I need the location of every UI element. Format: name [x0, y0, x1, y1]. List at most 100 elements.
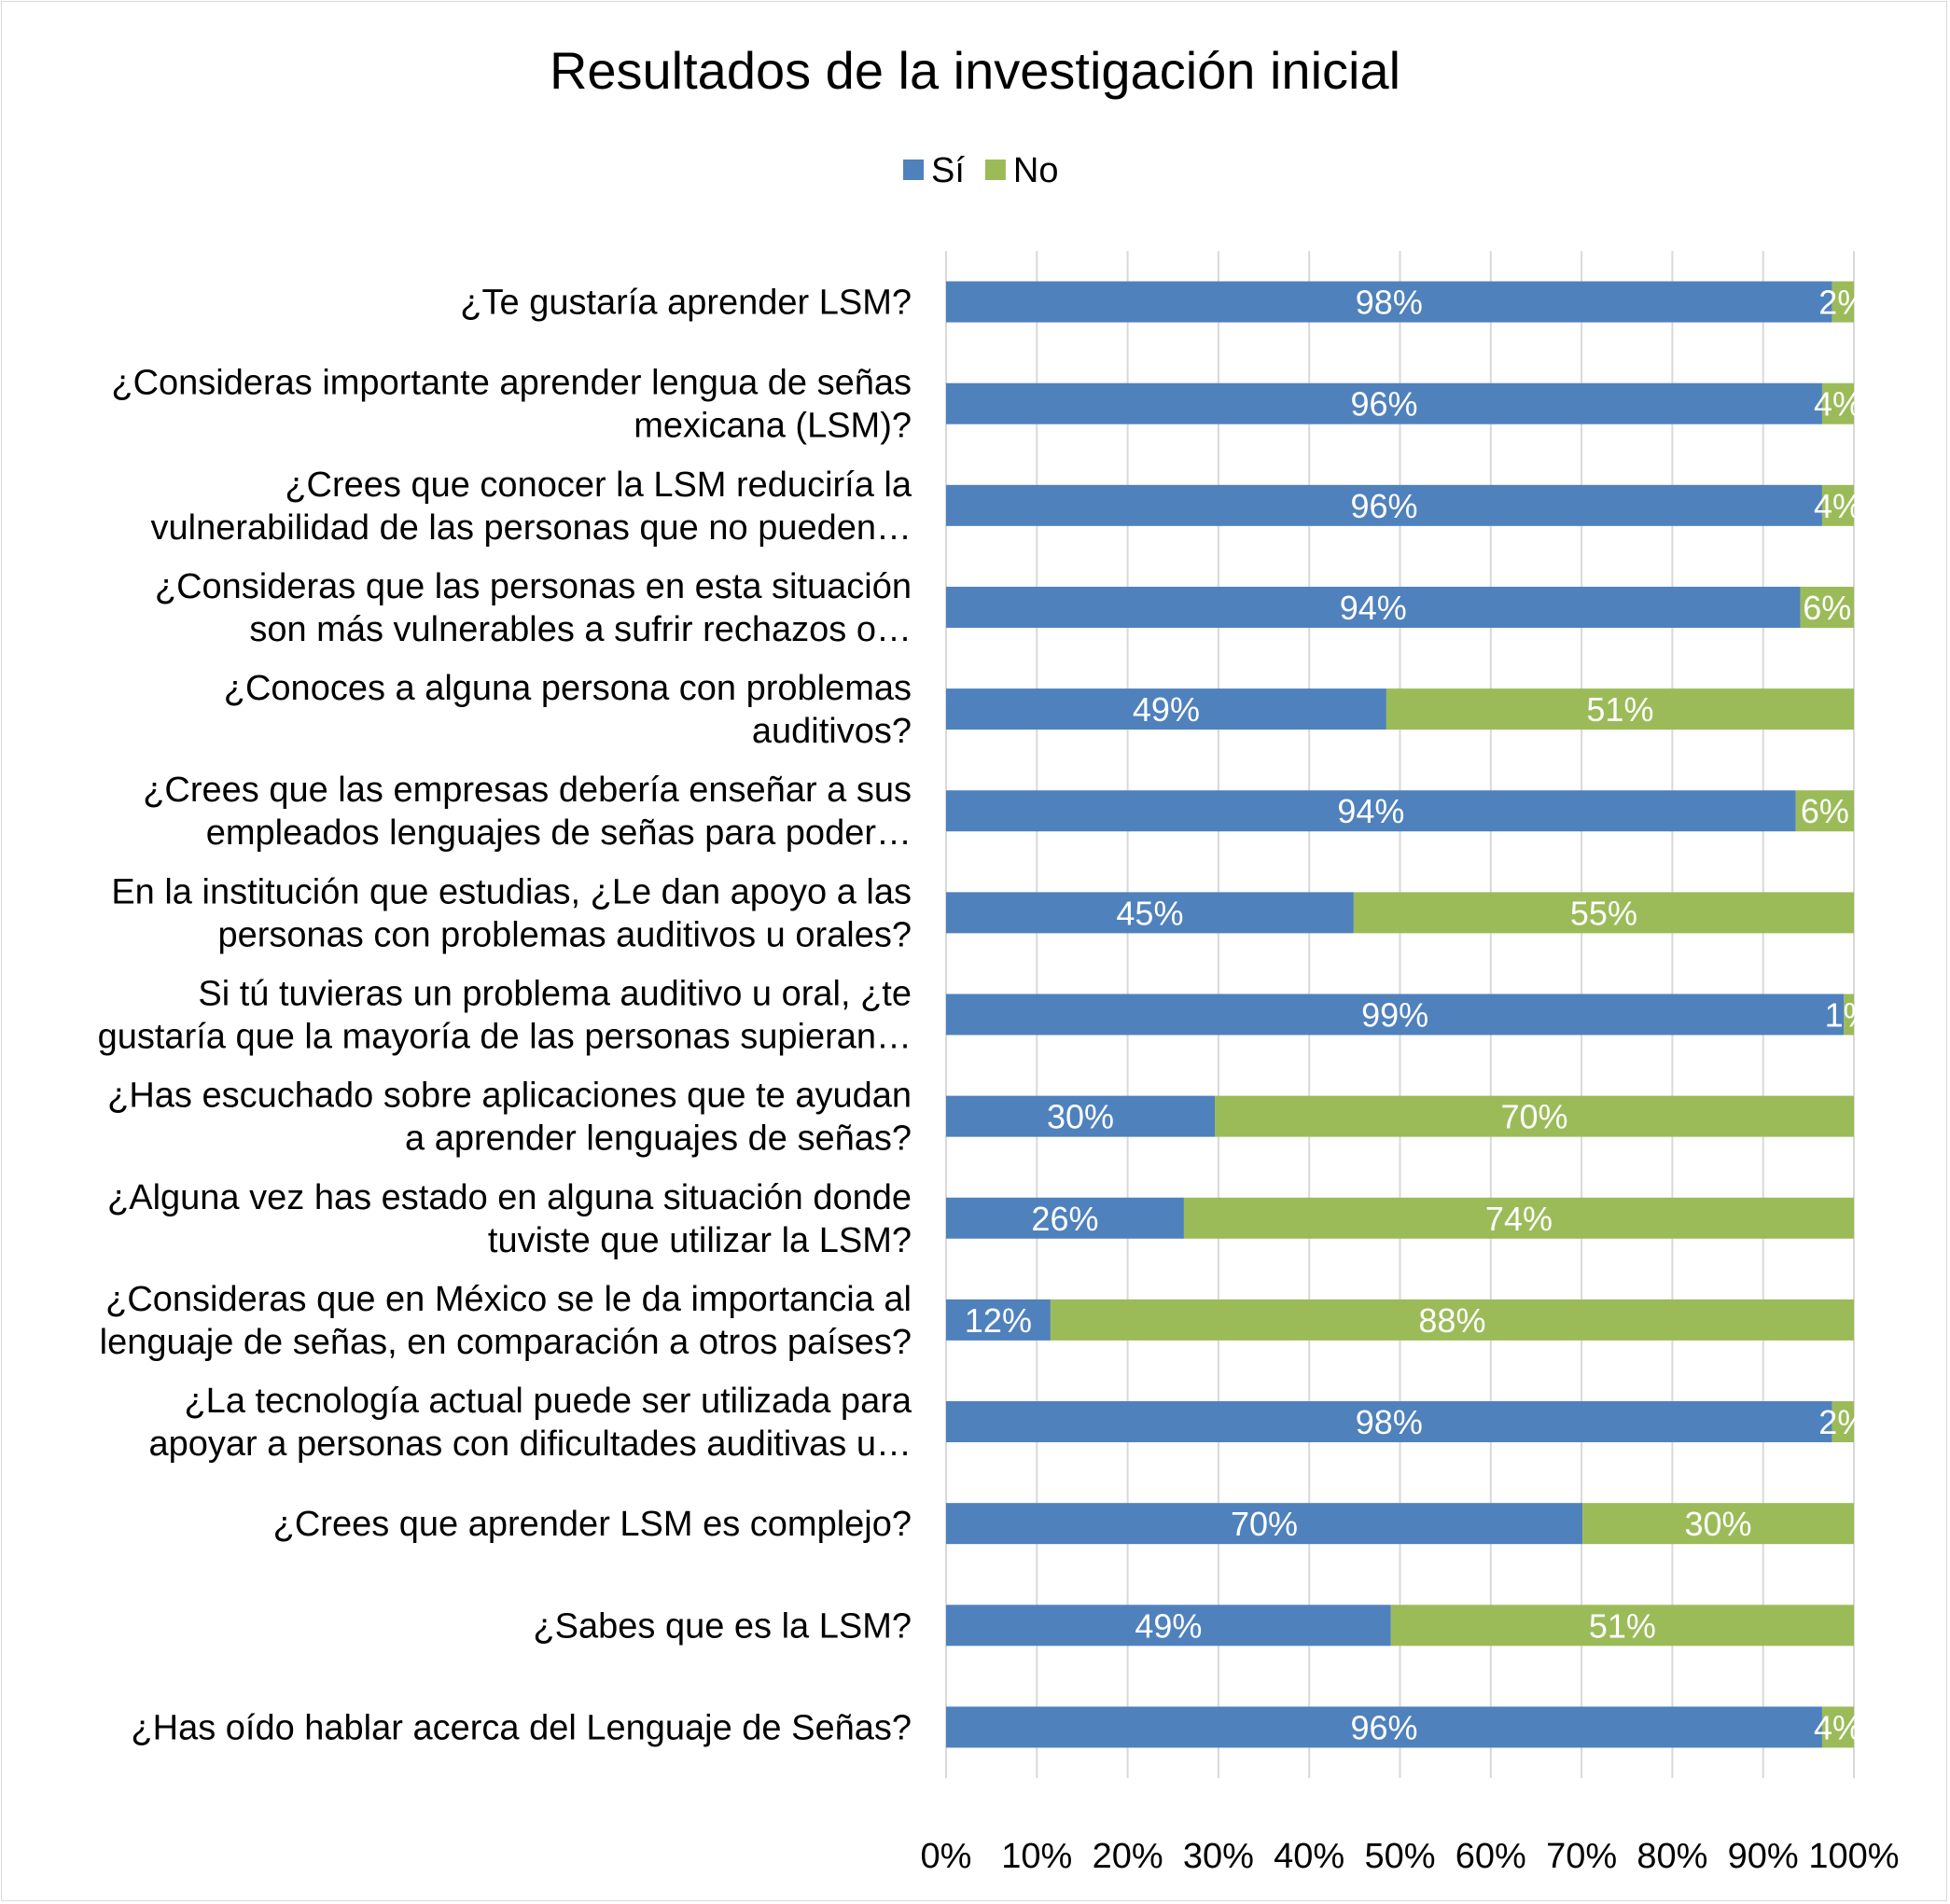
bar-si — [946, 790, 1796, 832]
category-label: ¿Consideras que las personas en esta sit… — [155, 567, 912, 649]
category-label-line: empleados lenguajes de señas para poder… — [206, 813, 912, 853]
bar-si — [946, 994, 1845, 1035]
data-label: 45% — [1116, 894, 1183, 932]
bar-no — [1832, 281, 1854, 323]
bar-no — [1844, 994, 1854, 1035]
data-label: 51% — [1586, 690, 1653, 729]
x-tick-label: 20% — [1093, 1837, 1163, 1876]
x-tick-label: 50% — [1364, 1837, 1435, 1876]
data-label: 51% — [1589, 1606, 1656, 1645]
data-label: 70% — [1500, 1098, 1567, 1136]
data-label: 96% — [1350, 1708, 1417, 1746]
category-label-line: gustaría que la mayoría de las personas … — [98, 1018, 912, 1057]
category-label: Si tú tuvieras un problema auditivo u or… — [98, 975, 912, 1057]
category-label-line: En la institución que estudias, ¿Le dan … — [111, 872, 912, 911]
data-label: 30% — [1047, 1098, 1114, 1136]
data-label: 2% — [1818, 284, 1867, 322]
data-label: 4% — [1814, 385, 1862, 424]
category-label-line: ¿Consideras que en México se le da impor… — [105, 1280, 912, 1319]
x-tick-label: 0% — [921, 1837, 972, 1876]
bar-si — [946, 1401, 1832, 1443]
bar-no — [1353, 892, 1854, 934]
data-label: 98% — [1356, 284, 1423, 322]
category-label-line: ¿Conoces a alguna persona con problemas — [224, 669, 912, 708]
bar-no — [1390, 1605, 1854, 1647]
category-label-line: ¿Has oído hablar acerca del Lenguaje de … — [131, 1708, 912, 1747]
category-label-line: tuviste que utilizar la LSM? — [488, 1221, 912, 1260]
x-tick-label: 10% — [1001, 1837, 1072, 1876]
data-label: 70% — [1231, 1505, 1298, 1543]
bar-si — [946, 382, 1822, 424]
data-label: 96% — [1350, 487, 1417, 525]
category-label: ¿Alguna vez has estado en alguna situaci… — [107, 1178, 912, 1260]
x-tick-label: 80% — [1637, 1837, 1707, 1876]
bar-si — [946, 688, 1386, 730]
data-label: 4% — [1814, 1708, 1862, 1746]
legend-label-si: Sí — [931, 151, 965, 190]
data-label: 74% — [1485, 1200, 1553, 1238]
data-label: 12% — [965, 1301, 1032, 1340]
category-label-line: ¿La tecnología actual puede ser utilizad… — [184, 1382, 912, 1421]
category-label-line: ¿Has escuchado sobre aplicaciones que te… — [107, 1077, 912, 1116]
category-label-line: ¿Crees que conocer la LSM reduciría la — [285, 466, 912, 505]
category-label-line: ¿Consideras que las personas en esta sit… — [155, 567, 912, 606]
data-label: 55% — [1570, 894, 1637, 932]
bar-si — [946, 892, 1354, 934]
data-label: 1% — [1825, 996, 1873, 1035]
bars — [946, 281, 1854, 1748]
bar-no — [1582, 1503, 1854, 1545]
x-tick-label: 70% — [1546, 1837, 1617, 1876]
bar-si — [946, 281, 1832, 323]
category-label: ¿Crees que aprender LSM es complejo? — [273, 1505, 912, 1544]
category-label-line: vulnerabilidad de las personas que no pu… — [151, 508, 912, 548]
category-labels: ¿Te gustaría aprender LSM? ¿Consideras im… — [98, 284, 912, 1748]
x-tick-label: 100% — [1808, 1837, 1899, 1876]
bar-no — [1832, 1401, 1854, 1443]
category-label: ¿Has oído hablar acerca del Lenguaje de … — [131, 1708, 912, 1747]
category-label: ¿Crees que conocer la LSM reduciría la vu… — [151, 466, 912, 548]
category-label-line: lenguaje de señas, en comparación a otro… — [100, 1323, 912, 1362]
bar-no — [1050, 1299, 1854, 1341]
bar-no — [1215, 1095, 1854, 1137]
category-label-line: son más vulnerables a sufrir rechazos o… — [249, 610, 912, 649]
bar-si — [946, 1197, 1184, 1239]
category-label-line: ¿Consideras importante aprender lengua d… — [111, 364, 912, 403]
category-label-line: personas con problemas auditivos u orale… — [217, 915, 912, 954]
legend-swatch-si — [903, 160, 924, 180]
category-label-line: ¿Sabes que es la LSM? — [533, 1606, 912, 1646]
bar-si — [946, 1299, 1051, 1341]
legend: Sí No — [903, 151, 1058, 190]
category-label: ¿Consideras importante aprender lengua d… — [111, 364, 912, 446]
category-label-line: a aprender lenguajes de señas? — [405, 1119, 912, 1159]
bar-no — [1821, 1706, 1854, 1748]
data-label: 94% — [1337, 792, 1404, 830]
data-label: 30% — [1685, 1505, 1752, 1543]
chart-title: Resultados de la investigación inicial — [550, 41, 1400, 100]
x-tick-label: 40% — [1274, 1837, 1344, 1876]
category-label-line: Si tú tuvieras un problema auditivo u or… — [198, 975, 912, 1014]
bar-no — [1800, 586, 1854, 628]
category-label: ¿Has escuchado sobre aplicaciones que te… — [107, 1077, 912, 1159]
bar-no — [1821, 484, 1854, 526]
bar-si — [946, 484, 1822, 526]
data-label: 4% — [1814, 487, 1862, 525]
category-label: ¿Consideras que en México se le da impor… — [100, 1280, 912, 1362]
category-label: En la institución que estudias, ¿Le dan … — [111, 872, 912, 954]
category-label-line: ¿Alguna vez has estado en alguna situaci… — [107, 1178, 912, 1217]
bar-si — [946, 1503, 1583, 1545]
x-tick-labels: 0% 10% 20% 30% 40% 50% 60% 70% 80% 90% 100% — [921, 1837, 1900, 1876]
bar-labels: 98% 2% 96% 4% 96% 4% 94% 6% 49% 51% 94% 6% 45% 55% 99%… — [965, 284, 1873, 1747]
data-label: 2% — [1818, 1403, 1867, 1441]
category-label: ¿Conoces a alguna persona con problemas a… — [224, 669, 912, 751]
legend-label-no: No — [1013, 151, 1059, 190]
x-tick-label: 30% — [1183, 1837, 1254, 1876]
data-label: 88% — [1418, 1301, 1485, 1340]
legend-swatch-no — [984, 160, 1006, 180]
bar-no — [1821, 382, 1854, 424]
category-label-line: ¿Crees que las empresas debería enseñar … — [143, 771, 912, 810]
bar-no — [1386, 688, 1854, 730]
data-label: 6% — [1803, 589, 1851, 627]
bar-si — [946, 1605, 1391, 1647]
